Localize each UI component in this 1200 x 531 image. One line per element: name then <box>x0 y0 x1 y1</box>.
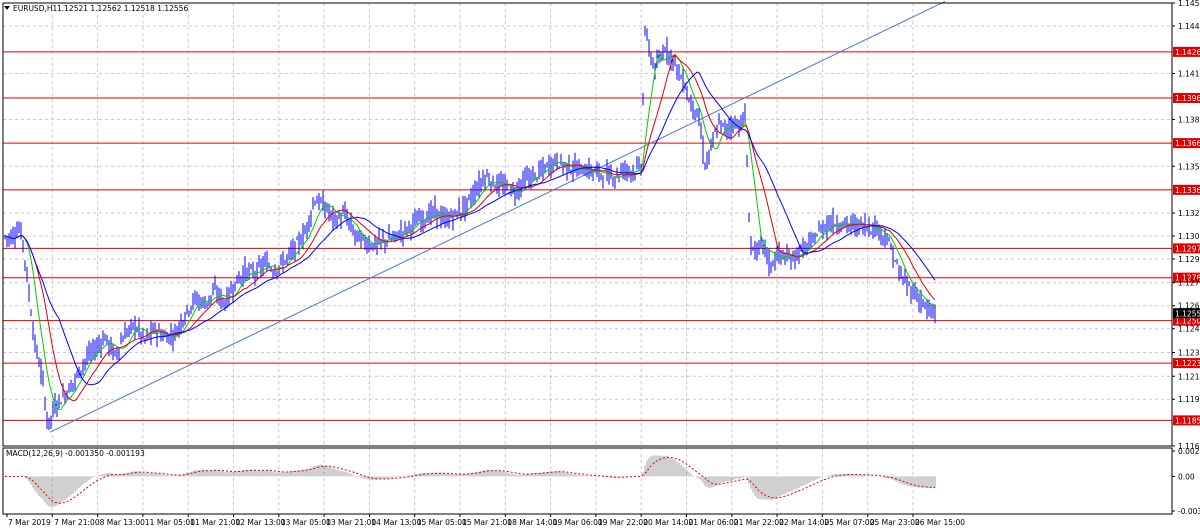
price-pane-frame <box>2 2 1173 447</box>
macd-signal-line <box>5 456 936 504</box>
price-level-tag <box>1173 184 1200 195</box>
time-label: 12 Mar 13:00 <box>236 518 286 527</box>
price-label: 1.11690 <box>1178 442 1200 451</box>
time-label: 8 Mar 13:00 <box>100 518 146 527</box>
price-label: 1.12455 <box>1178 325 1200 334</box>
price-level-label: 1.12788 <box>1175 274 1200 283</box>
time-label: 21 Mar 06:00 <box>689 518 739 527</box>
price-level-label: 1.13960 <box>1175 94 1200 103</box>
price-level-label: 1.13666 <box>1175 139 1200 148</box>
price-level-label: 1.12508 <box>1175 317 1200 326</box>
price-level-tag <box>1173 272 1200 283</box>
time-label: 21 Mar 22:00 <box>734 518 784 527</box>
time-label: 25 Mar 07:00 <box>824 518 874 527</box>
price-label: 1.14580 <box>1178 0 1200 8</box>
time-label: 7 Mar 2019 <box>8 518 51 527</box>
symbol-header: EURUSD,H1 1.12521 1.12562 1.12518 1.1255… <box>4 4 188 13</box>
price-level-tag <box>1173 415 1200 426</box>
price-label: 1.13820 <box>1178 115 1200 124</box>
time-label: 13 Mar 05:00 <box>281 518 331 527</box>
ma-slow-line <box>4 71 936 386</box>
time-label: 19 Mar 06:00 <box>553 518 603 527</box>
price-level-tag <box>1173 46 1200 57</box>
price-level-tag <box>1173 358 1200 369</box>
macd-axis-label: 0.002467 <box>1178 447 1200 456</box>
price-label: 1.12910 <box>1178 255 1200 264</box>
price-label: 1.12145 <box>1178 372 1200 381</box>
current-price-label: 1.12556 <box>1175 309 1200 318</box>
price-level-tag <box>1173 138 1200 149</box>
time-label: 18 Mar 14:00 <box>507 518 557 527</box>
time-label: 14 Mar 13:00 <box>371 518 421 527</box>
price-label: 1.13515 <box>1178 162 1200 171</box>
price-level-tag <box>1173 315 1200 326</box>
time-label: 22 Mar 14:00 <box>779 518 829 527</box>
ma-mid-line <box>4 53 936 402</box>
price-label: 1.13060 <box>1178 232 1200 241</box>
price-label: 1.14430 <box>1178 22 1200 31</box>
time-label: 11 Mar 21:00 <box>190 518 240 527</box>
time-label: 19 Mar 22:00 <box>598 518 648 527</box>
macd-label: MACD(12,26,9) -0.001350 -0.001193 <box>6 449 145 458</box>
time-label: 26 Mar 15:00 <box>915 518 965 527</box>
macd-pane-frame <box>2 447 1173 515</box>
price-label: 1.12755 <box>1178 279 1200 288</box>
price-level-tag <box>1173 93 1200 104</box>
candle-series <box>4 25 936 430</box>
time-label: 15 Mar 21:00 <box>462 518 512 527</box>
macd-axis-label: 0.00 <box>1178 472 1195 481</box>
price-level-tag <box>1173 243 1200 254</box>
symbol-label: EURUSD,H1 <box>13 4 57 13</box>
current-price-tag <box>1173 308 1200 319</box>
price-label: 1.14120 <box>1178 70 1200 79</box>
time-label: 11 Mar 05:00 <box>145 518 195 527</box>
macd-axis-label: -0.003359 <box>1178 507 1200 516</box>
price-label: 1.13210 <box>1178 209 1200 218</box>
price-label: 1.11995 <box>1178 395 1200 404</box>
price-label: 1.12300 <box>1178 348 1200 357</box>
time-label: 7 Mar 21:00 <box>54 518 100 527</box>
time-label: 25 Mar 23:00 <box>870 518 920 527</box>
price-level-label: 1.12979 <box>1175 244 1200 253</box>
trendline[interactable] <box>49 1 946 433</box>
time-label: 15 Mar 05:00 <box>417 518 467 527</box>
triangle-down-icon[interactable] <box>4 6 10 10</box>
time-label: 20 Mar 14:00 <box>643 518 693 527</box>
price-label: 1.12605 <box>1178 302 1200 311</box>
ma-fast-line <box>4 52 936 411</box>
grid <box>3 2 1172 514</box>
quote-values: 1.12521 1.12562 1.12518 1.12556 <box>57 4 188 13</box>
moving-averages <box>4 52 936 411</box>
macd-panel <box>5 455 936 508</box>
time-label: 13 Mar 21:00 <box>326 518 376 527</box>
